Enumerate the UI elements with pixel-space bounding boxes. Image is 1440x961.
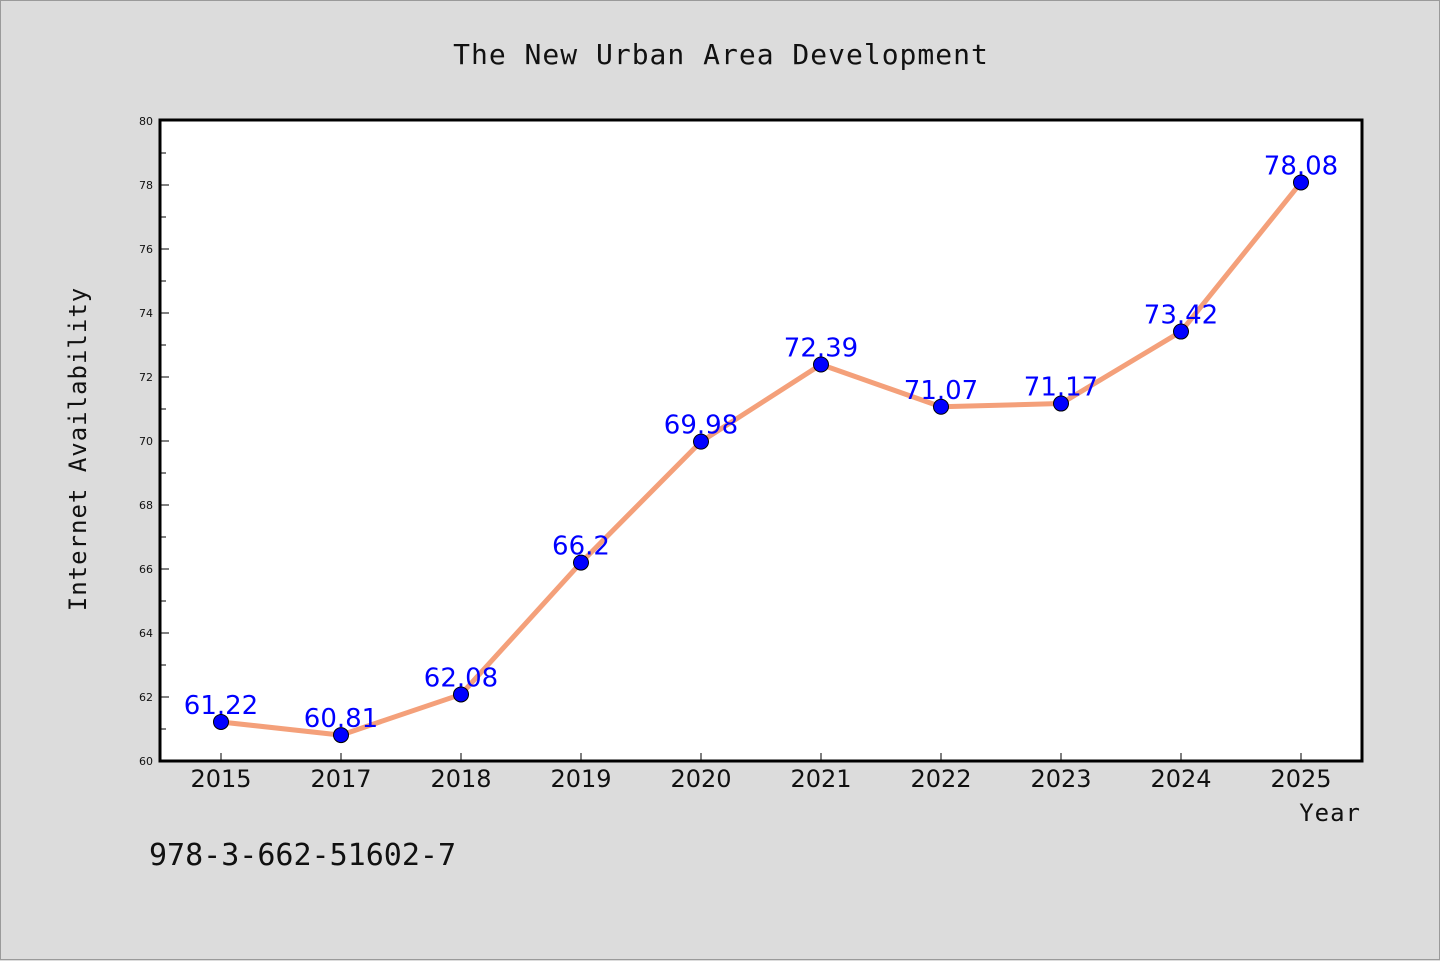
data-point (453, 686, 469, 703)
y-tick-label: 60 (139, 755, 153, 768)
data-label: 78.08 (1264, 151, 1338, 181)
x-tick-label: 2022 (910, 765, 971, 793)
x-axis-label: Year (1299, 799, 1361, 827)
y-tick-label: 64 (139, 627, 153, 640)
data-point (333, 727, 349, 744)
data-label: 72.39 (784, 334, 858, 364)
x-tick-label: 2025 (1270, 765, 1331, 793)
data-point (573, 554, 589, 571)
y-tick-label: 72 (139, 371, 153, 384)
y-tick-label: 76 (139, 243, 153, 256)
data-label: 66.2 (552, 532, 610, 562)
y-tick-label: 68 (139, 499, 153, 512)
y-axis: 60 62 64 66 68 70 72 74 76 78 80 (139, 115, 169, 768)
data-point (1293, 174, 1309, 191)
isbn-text: 978-3-662-51602-7 (149, 838, 456, 873)
y-tick-label: 80 (139, 115, 153, 128)
data-point (213, 713, 229, 730)
data-label: 69.98 (664, 411, 738, 441)
x-tick-label: 2019 (550, 765, 611, 793)
data-label: 71.17 (1024, 373, 1098, 403)
data-point (1173, 323, 1189, 340)
data-label: 60.81 (304, 704, 378, 734)
y-tick-label: 62 (139, 691, 153, 704)
x-tick-label: 2017 (310, 765, 371, 793)
plot-area (158, 118, 1364, 763)
series-line (220, 180, 1303, 738)
y-tick-label: 66 (139, 563, 153, 576)
data-point (933, 398, 949, 415)
series-markers (213, 174, 1309, 744)
x-tick-label: 2020 (670, 765, 731, 793)
data-point (1053, 395, 1069, 412)
chart-title: The New Urban Area Development (453, 38, 989, 71)
y-tick-label: 78 (139, 179, 153, 192)
data-labels: 61.22 60.81 62.08 66.2 69.98 72.39 71.07 71.17 7… (184, 151, 1338, 734)
data-label: 71.07 (904, 376, 978, 406)
data-label: 73.42 (1144, 301, 1218, 331)
x-axis: 2015 2017 2018 2019 2020 2021 2022 2023 2024 2025 (190, 753, 1332, 793)
x-tick-label: 2018 (430, 765, 491, 793)
data-point (813, 356, 829, 373)
data-point (693, 433, 709, 450)
y-axis-label: Internet Availability (64, 287, 92, 611)
y-tick-label: 70 (139, 435, 153, 448)
y-tick-label: 74 (139, 307, 153, 320)
x-tick-label: 2015 (190, 765, 251, 793)
data-label: 62.08 (424, 663, 498, 693)
x-tick-label: 2021 (790, 765, 851, 793)
x-tick-label: 2023 (1030, 765, 1091, 793)
data-label: 61.22 (184, 691, 258, 721)
x-tick-label: 2024 (1150, 765, 1211, 793)
